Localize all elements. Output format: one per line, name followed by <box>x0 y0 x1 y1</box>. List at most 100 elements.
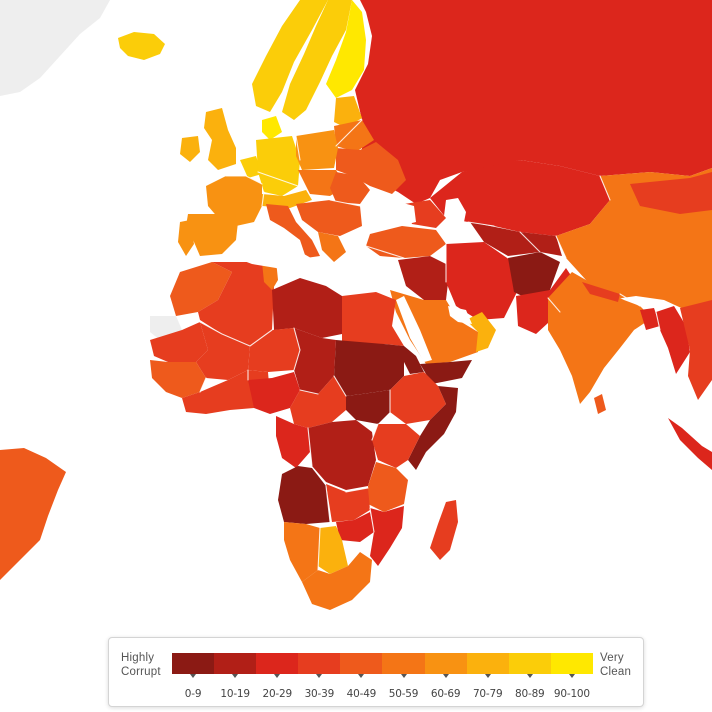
region-zimbabwe[interactable] <box>336 512 374 542</box>
region-finland[interactable] <box>326 0 366 98</box>
legend-swatch-70-79 <box>466 653 509 674</box>
region-mozambique[interactable] <box>370 506 404 566</box>
region-italy[interactable] <box>266 204 320 258</box>
legend-high-label: Very Clean <box>600 651 631 679</box>
region-iran[interactable] <box>446 242 518 320</box>
region-libya[interactable] <box>272 278 342 338</box>
legend-range-label: 40-49 <box>346 688 377 700</box>
legend-range-label: 50-59 <box>388 688 419 700</box>
region-benelux[interactable] <box>240 156 262 178</box>
region-malay-peninsula[interactable] <box>668 418 712 470</box>
region-denmark[interactable] <box>262 116 282 140</box>
region-norway[interactable] <box>252 0 328 112</box>
legend-tick <box>425 674 467 680</box>
border-asia <box>467 175 661 331</box>
region-bangladesh[interactable] <box>640 308 660 330</box>
region-black-sea <box>364 200 416 228</box>
region-yemen[interactable] <box>420 360 472 384</box>
legend-high-label-line1: Very <box>600 652 624 664</box>
region-gabon-congo[interactable] <box>276 416 310 468</box>
region-myanmar[interactable] <box>656 306 690 374</box>
region-turkmen-uzbek[interactable] <box>470 222 562 256</box>
region-somalia[interactable] <box>408 386 458 470</box>
region-balkans[interactable] <box>296 200 362 236</box>
region-romania[interactable] <box>330 172 370 204</box>
region-mediterranean <box>236 238 396 288</box>
region-sweden[interactable] <box>282 0 352 120</box>
region-angola[interactable] <box>278 466 330 524</box>
legend-range-label: 90-100 <box>553 688 590 700</box>
region-western-sahara[interactable] <box>150 316 182 340</box>
region-baltics[interactable] <box>334 96 362 128</box>
region-india[interactable] <box>548 272 652 404</box>
region-morocco[interactable] <box>170 262 232 316</box>
legend-tick <box>340 674 382 680</box>
region-central-asia[interactable] <box>430 160 610 236</box>
region-sri-lanka[interactable] <box>594 394 606 414</box>
legend-range-label: 70-79 <box>472 688 503 700</box>
region-gulf-of-guinea[interactable] <box>182 370 270 414</box>
region-iceland[interactable] <box>118 32 165 60</box>
legend-tick <box>551 674 593 680</box>
region-sudan[interactable] <box>334 340 404 396</box>
region-south-africa[interactable] <box>302 552 372 610</box>
region-egypt[interactable] <box>342 292 404 346</box>
region-caspian-sea <box>444 198 470 252</box>
region-poland[interactable] <box>296 130 338 170</box>
region-botswana[interactable] <box>318 526 348 574</box>
region-eritrea[interactable] <box>404 346 424 374</box>
region-madagascar[interactable] <box>430 500 458 560</box>
region-chad[interactable] <box>294 328 336 394</box>
region-nepal[interactable] <box>582 282 620 302</box>
region-spain[interactable] <box>186 214 238 256</box>
region-greenland[interactable] <box>0 0 110 96</box>
legend-swatch-60-69 <box>424 653 467 674</box>
region-turkey[interactable] <box>366 226 446 258</box>
region-drc[interactable] <box>308 420 376 490</box>
region-ireland[interactable] <box>180 136 200 162</box>
region-southeast-asia[interactable] <box>680 300 712 400</box>
legend-range-label: 60-69 <box>430 688 461 700</box>
legend-swatch-10-19 <box>214 653 257 674</box>
region-mongolia[interactable] <box>630 172 712 214</box>
legend-swatch-0-9 <box>172 653 215 674</box>
region-nigeria[interactable] <box>248 372 300 414</box>
region-syria-iraq[interactable] <box>398 256 450 300</box>
legend-low-label-line2: Corrupt <box>121 666 161 678</box>
region-portugal[interactable] <box>178 220 194 256</box>
region-uae-oman[interactable] <box>466 312 496 352</box>
region-mauritania[interactable] <box>150 322 208 362</box>
legend-low-label-line1: Highly <box>121 652 155 664</box>
region-niger[interactable] <box>248 328 300 372</box>
region-namibia[interactable] <box>284 522 320 582</box>
region-west-coast[interactable] <box>150 360 206 398</box>
region-saudi-arabia[interactable] <box>390 290 478 364</box>
region-car-cameroon[interactable] <box>290 376 346 428</box>
legend-swatch-80-89 <box>508 653 551 674</box>
region-france[interactable] <box>206 176 262 226</box>
region-ethiopia[interactable] <box>390 372 446 424</box>
region-germany[interactable] <box>256 136 300 196</box>
region-zambia[interactable] <box>326 484 370 522</box>
region-switzerland-austria[interactable] <box>262 190 312 208</box>
region-greece[interactable] <box>318 232 346 262</box>
region-tanzania[interactable] <box>368 462 408 512</box>
region-algeria[interactable] <box>198 262 274 346</box>
region-belarus[interactable] <box>334 120 374 152</box>
region-brazil[interactable] <box>0 448 66 580</box>
border-europe <box>225 119 447 283</box>
legend-color-scale <box>172 653 593 674</box>
region-russia[interactable] <box>355 0 712 204</box>
region-south-sudan[interactable] <box>346 390 390 424</box>
legend-range-label: 0-9 <box>184 688 202 700</box>
legend-tick <box>382 674 424 680</box>
legend-range-labels: 0-9 10-19 20-29 30-39 40-49 50-59 60-69 70-79 80… <box>172 688 593 700</box>
region-persian-gulf <box>448 306 472 324</box>
region-uganda-kenya[interactable] <box>372 424 420 468</box>
region-afghanistan[interactable] <box>508 252 560 300</box>
region-uk[interactable] <box>204 108 236 170</box>
border-africa <box>199 321 391 571</box>
region-mali[interactable] <box>196 322 250 380</box>
region-ukraine[interactable] <box>336 142 406 194</box>
